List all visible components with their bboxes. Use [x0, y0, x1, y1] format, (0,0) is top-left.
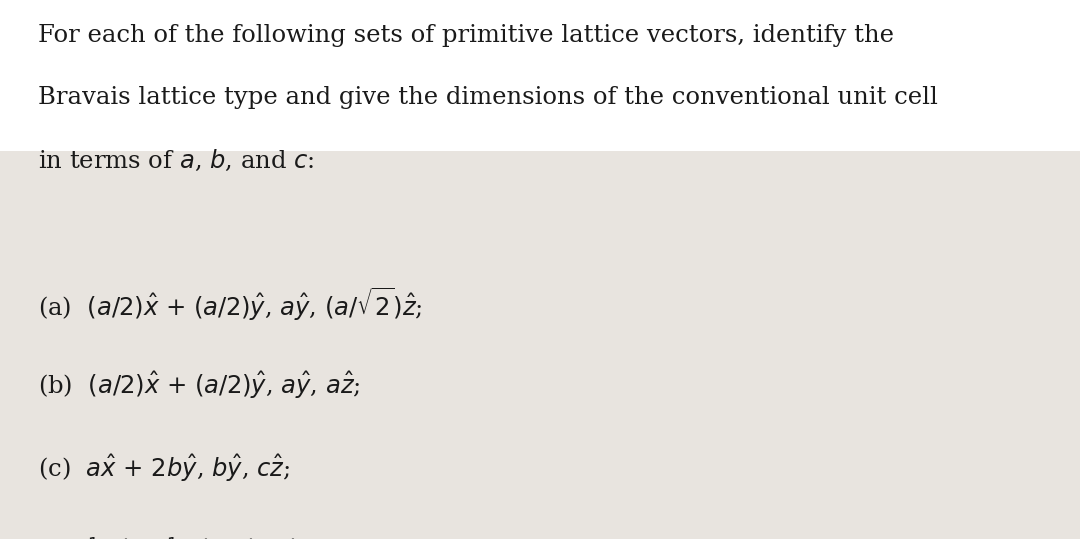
Text: (b)  $(a/2)\hat{x}$ + $(a/2)\hat{y}$, $a\hat{y}$, $a\hat{z}$;: (b) $(a/2)\hat{x}$ + $(a/2)\hat{y}$, $a\… — [38, 369, 361, 401]
Text: Bravais lattice type and give the dimensions of the conventional unit cell: Bravais lattice type and give the dimens… — [38, 86, 937, 109]
FancyBboxPatch shape — [0, 151, 1080, 539]
Text: For each of the following sets of primitive lattice vectors, identify the: For each of the following sets of primit… — [38, 24, 894, 47]
Text: (c)  $a\hat{x}$ + $2b\hat{y}$, $b\hat{y}$, $c\hat{z}$;: (c) $a\hat{x}$ + $2b\hat{y}$, $b\hat{y}$… — [38, 453, 291, 485]
Text: in terms of $a$, $b$, and $c$:: in terms of $a$, $b$, and $c$: — [38, 148, 314, 173]
Text: (a)  $(a/2)\hat{x}$ + $(a/2)\hat{y}$, $a\hat{y}$, $(a/\sqrt{2})\hat{z}$;: (a) $(a/2)\hat{x}$ + $(a/2)\hat{y}$, $a\… — [38, 286, 422, 323]
Text: (d)  $\frac{1}{2}a\hat{x}$ + $\frac{1}{2}b\hat{y}$, $b\hat{y}$, $c\hat{z}$.: (d) $\frac{1}{2}a\hat{x}$ + $\frac{1}{2}… — [38, 536, 305, 539]
